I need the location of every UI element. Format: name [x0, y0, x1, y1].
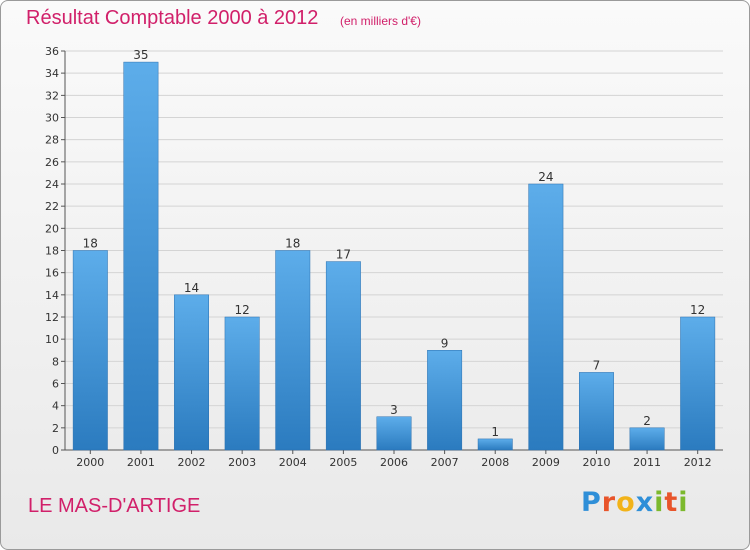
y-tick-label: 32	[45, 89, 59, 102]
y-tick-label: 20	[45, 222, 59, 235]
x-tick-label: 2002	[178, 456, 206, 469]
x-tick-label: 2007	[431, 456, 459, 469]
bar-value-label: 17	[336, 248, 351, 262]
x-tick-label: 2001	[127, 456, 155, 469]
x-tick-label: 2004	[279, 456, 307, 469]
logo-letter: P	[581, 487, 602, 518]
y-tick-label: 2	[52, 422, 59, 435]
bar	[325, 261, 361, 451]
y-tick-label: 0	[52, 444, 59, 457]
bar	[427, 350, 463, 451]
y-tick-label: 12	[45, 311, 59, 324]
x-tick-label: 2009	[532, 456, 560, 469]
bar	[680, 316, 716, 451]
bar-value-label: 18	[285, 237, 300, 251]
x-tick-label: 2006	[380, 456, 408, 469]
bar	[224, 316, 260, 451]
bar-value-label: 24	[538, 170, 553, 184]
y-tick-label: 28	[45, 134, 59, 147]
x-tick-label: 2005	[329, 456, 357, 469]
y-tick-label: 16	[45, 267, 59, 280]
bar	[275, 250, 311, 451]
bar-value-label: 12	[690, 303, 705, 317]
bar-value-label: 2	[643, 414, 651, 428]
bar	[477, 438, 513, 451]
y-tick-label: 36	[45, 45, 59, 58]
grid-lines	[65, 50, 723, 429]
place-name: LE MAS-D'ARTIGE	[28, 495, 201, 517]
x-tick-label: 2003	[228, 456, 256, 469]
x-tick-label: 2010	[582, 456, 610, 469]
y-tick-label: 4	[52, 400, 59, 413]
unit-note: (en milliers d'€)	[340, 14, 421, 28]
bar-value-label: 3	[390, 403, 398, 417]
logo-letter: r	[601, 487, 617, 518]
x-tick-label: 2012	[684, 456, 712, 469]
bar	[629, 427, 665, 451]
x-tick-label: 2000	[76, 456, 104, 469]
bar	[72, 250, 108, 451]
y-tick-label: 10	[45, 333, 59, 346]
bar	[376, 416, 412, 451]
proxiti-logo[interactable]: Proxiti	[581, 487, 689, 518]
bar-value-label: 1	[491, 425, 499, 439]
bar	[123, 61, 159, 451]
y-tick-label: 18	[45, 245, 59, 258]
bar	[528, 183, 564, 451]
y-tick-label: 30	[45, 112, 59, 125]
logo-letter: o	[616, 487, 636, 518]
logo-letter: x	[635, 487, 655, 518]
logo-letter: i	[654, 487, 665, 518]
bar-value-label: 18	[83, 237, 98, 251]
bar-value-label: 9	[441, 336, 449, 350]
y-tick-label: 22	[45, 200, 59, 213]
y-tick-label: 34	[45, 67, 59, 80]
bar-value-label: 7	[593, 358, 601, 372]
y-tick-label: 8	[52, 355, 59, 368]
chart-title: Résultat Comptable 2000 à 2012	[26, 7, 319, 29]
bar-value-label: 12	[235, 303, 250, 317]
logo-letter: t	[664, 487, 679, 518]
bar	[579, 372, 614, 451]
y-tick-label: 24	[45, 178, 59, 191]
x-axis: 2000 2001 2002 2003 2004 2005 2006 2007 2008 2009…	[65, 449, 723, 469]
x-tick-label: 2011	[633, 456, 661, 469]
y-tick-label: 6	[52, 378, 59, 391]
bar-value-label: 14	[184, 281, 199, 295]
bar	[174, 294, 209, 451]
y-tick-label: 26	[45, 156, 59, 169]
x-tick-label: 2008	[481, 456, 509, 469]
bars: 18 35 14 12 18 17 3 9 1 24 7 2 12	[72, 48, 716, 451]
y-tick-label: 14	[45, 289, 59, 302]
bar-value-label: 35	[133, 48, 148, 62]
logo-letter: i	[678, 487, 689, 518]
